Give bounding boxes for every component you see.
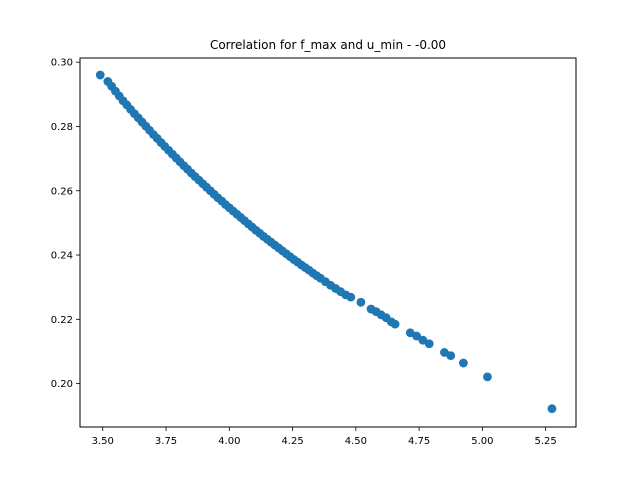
data-point — [412, 331, 421, 341]
y-tick-label: 0.30 — [51, 58, 73, 69]
data-point — [356, 297, 366, 307]
x-tick-label: 4.25 — [281, 436, 303, 447]
data-point — [424, 339, 434, 349]
data-point — [458, 358, 468, 368]
x-tick-label: 4.75 — [408, 436, 430, 447]
x-axis: 3.50 3.75 4.00 4.25 4.50 4.75 5.00 5.25 — [92, 427, 557, 447]
plot-frame — [79, 57, 577, 428]
data-point — [446, 351, 456, 361]
data-point — [483, 372, 492, 382]
y-tick-label: 0.20 — [51, 379, 73, 390]
x-tick-label: 3.75 — [155, 436, 177, 447]
data-point — [95, 70, 105, 80]
data-point — [346, 292, 356, 302]
x-tick-label: 5.00 — [471, 436, 493, 447]
points-layer — [95, 70, 557, 414]
x-tick-label: 3.50 — [92, 436, 114, 447]
y-tick-label: 0.28 — [51, 122, 73, 133]
y-tick-label: 0.22 — [51, 315, 73, 326]
y-tick-label: 0.26 — [51, 186, 73, 197]
data-point — [547, 404, 557, 414]
x-tick-label: 5.25 — [534, 436, 556, 447]
y-axis: 0.20 0.22 0.24 0.26 0.28 0.30 — [51, 58, 80, 390]
x-tick-label: 4.50 — [345, 436, 367, 447]
y-tick-label: 0.24 — [51, 251, 73, 262]
chart-title: Correlation for f_max and u_min - -0.00 — [210, 38, 446, 52]
data-point — [390, 319, 400, 329]
x-tick-label: 4.00 — [218, 436, 240, 447]
